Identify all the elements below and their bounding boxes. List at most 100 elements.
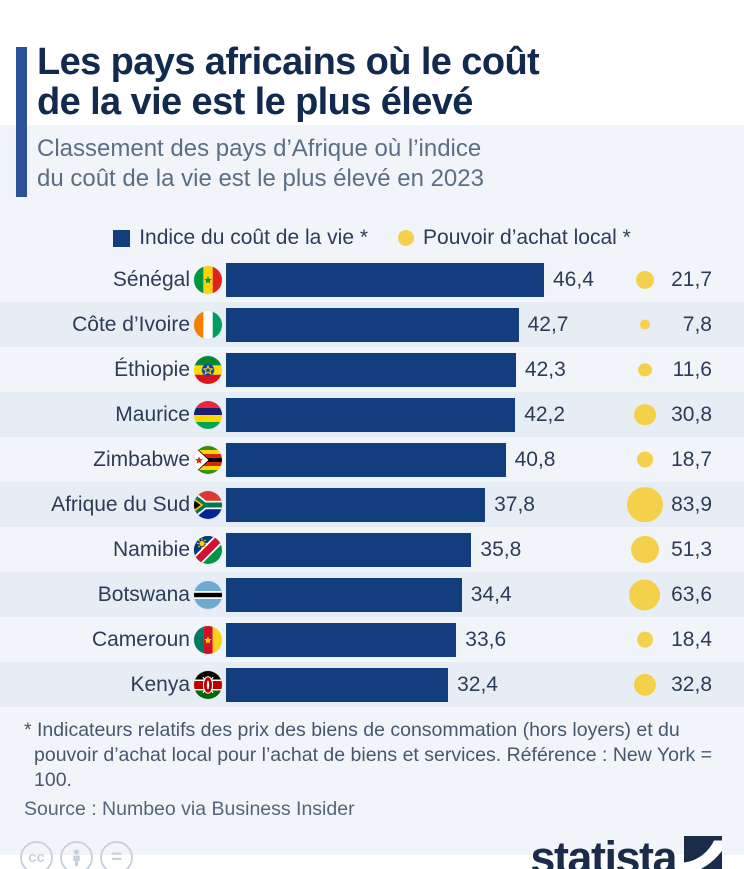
legend: Indice du coût de la vie * Pouvoir d’ach… <box>0 226 744 250</box>
country-label: Zimbabwe <box>93 447 190 471</box>
purchasing-power-value: 51,3 <box>671 537 712 561</box>
cote-divoire-flag-icon <box>194 310 222 339</box>
table-row: Namibie 35,8 51,3 <box>0 527 744 572</box>
legend-label-cost-index: Indice du coût de la vie * <box>139 226 369 249</box>
purchasing-power-circle <box>627 486 663 523</box>
country-label: Maurice <box>115 402 190 426</box>
table-row: Kenya 32,4 32,8 <box>0 662 744 707</box>
ethiopie-flag-icon <box>194 355 222 384</box>
purchasing-power-circle <box>636 631 654 648</box>
statista-logo-icon <box>684 836 722 869</box>
purchasing-power-value: 18,4 <box>671 627 712 651</box>
country-label: Éthiopie <box>114 357 190 381</box>
cost-index-value: 40,8 <box>514 447 556 471</box>
table-row: Zimbabwe 40,8 18,7 <box>0 437 744 482</box>
maurice-flag-icon <box>194 400 222 429</box>
table-row: Afrique du Sud 37,8 83,9 <box>0 482 744 527</box>
bar-chart-rows: Sénégal 46,4 21,7 Côte d’Ivoire 42,7 7,8 Éthio… <box>0 257 744 707</box>
cost-index-value: 32,4 <box>457 672 498 696</box>
footnote-line-1: * Indicateurs relatifs des prix des bien… <box>24 719 680 741</box>
cost-index-value: 35,8 <box>480 537 522 561</box>
cameroun-flag-icon <box>194 625 222 654</box>
cost-index-value: 42,7 <box>527 312 569 336</box>
subtitle: Classement des pays d’Afrique où l’indic… <box>37 134 744 194</box>
country-label: Kenya <box>130 672 190 696</box>
table-row: Maurice 42,2 30,8 <box>0 392 744 437</box>
purchasing-power-circle <box>633 673 657 696</box>
cost-index-bar <box>226 442 506 477</box>
footnote-line-2: pouvoir d’achat local pour l’achat de bi… <box>34 744 713 791</box>
cost-index-bar <box>226 352 516 387</box>
country-label: Afrique du Sud <box>51 492 190 516</box>
purchasing-power-circle <box>634 403 656 426</box>
cost-index-value: 42,3 <box>524 357 566 381</box>
purchasing-power-circle <box>629 578 661 611</box>
cost-index-bar <box>226 622 457 657</box>
table-row: Botswana 34,4 63,6 <box>0 572 744 617</box>
cc-icon[interactable]: cc <box>20 841 53 869</box>
kenya-flag-icon <box>194 670 222 699</box>
cost-index-value: 33,6 <box>465 627 507 651</box>
cc-license-group[interactable]: cc = <box>20 841 133 869</box>
cost-index-bar <box>226 397 516 432</box>
country-label: Namibie <box>112 537 190 561</box>
country-label: Sénégal <box>112 267 190 291</box>
legend-item-cost-index: Indice du coût de la vie * <box>113 226 368 250</box>
country-label: Cameroun <box>91 627 190 651</box>
cost-index-value: 37,8 <box>494 492 535 516</box>
header: Les pays africains où le coût de la vie … <box>0 0 744 197</box>
purchasing-power-value: 21,7 <box>671 267 712 291</box>
legend-label-purchasing-power: Pouvoir d’achat local * <box>423 226 631 249</box>
circle-swatch-icon <box>398 230 415 246</box>
legend-item-purchasing-power: Pouvoir d’achat local * <box>398 226 631 250</box>
bar-swatch-icon <box>113 229 131 247</box>
cost-index-bar <box>226 532 472 567</box>
subtitle-line-2: du coût de la vie est le plus élevé en 2… <box>37 165 484 192</box>
country-label: Botswana <box>97 582 190 606</box>
purchasing-power-circle <box>639 319 651 330</box>
purchasing-power-value: 11,6 <box>672 357 712 381</box>
cost-index-value: 34,4 <box>470 582 512 606</box>
purchasing-power-circle <box>631 535 659 564</box>
table-row: Côte d’Ivoire 42,7 7,8 <box>0 302 744 347</box>
purchasing-power-value: 32,8 <box>671 672 712 696</box>
chart-area: Classement des pays d’Afrique où l’indic… <box>0 125 744 869</box>
country-label: Côte d’Ivoire <box>72 312 190 336</box>
cost-index-value: 46,4 <box>553 267 594 291</box>
equals-icon[interactable]: = <box>100 841 133 869</box>
table-row: Sénégal 46,4 21,7 <box>0 257 744 302</box>
person-icon[interactable] <box>60 841 93 869</box>
page-title: Les pays africains où le coût de la vie … <box>37 41 540 122</box>
title-line-1: Les pays africains où le coût <box>37 41 540 83</box>
purchasing-power-circle <box>636 451 654 468</box>
zimbabwe-flag-icon <box>194 445 222 474</box>
cost-index-bar <box>226 307 519 342</box>
cost-index-bar <box>226 487 486 522</box>
namibie-flag-icon <box>194 535 222 564</box>
footnote: * Indicateurs relatifs des prix des bien… <box>24 718 720 793</box>
purchasing-power-value: 30,8 <box>671 402 712 426</box>
subtitle-line-1: Classement des pays d’Afrique où l’indic… <box>37 135 482 162</box>
purchasing-power-value: 7,8 <box>682 312 712 336</box>
afrique-du-sud-flag-icon <box>194 490 222 519</box>
cost-index-bar <box>226 262 544 297</box>
source-line: Source : Numbeo via Business Insider <box>24 798 355 820</box>
statista-wordmark: statista <box>530 831 677 869</box>
botswana-flag-icon <box>194 580 222 609</box>
table-row: Cameroun 33,6 18,4 <box>0 617 744 662</box>
cost-index-bar <box>226 667 449 702</box>
purchasing-power-value: 18,7 <box>671 447 712 471</box>
statista-logo[interactable]: statista <box>530 831 722 869</box>
cost-index-value: 42,2 <box>524 402 566 426</box>
table-row: Éthiopie 42,3 11,6 <box>0 347 744 392</box>
cost-index-bar <box>226 577 462 612</box>
purchasing-power-circle <box>638 362 652 377</box>
bottom-margin <box>0 855 744 869</box>
senegal-flag-icon <box>194 265 222 294</box>
purchasing-power-circle <box>635 270 655 289</box>
purchasing-power-value: 83,9 <box>671 492 712 516</box>
purchasing-power-value: 63,6 <box>671 582 712 606</box>
footer: cc = statista <box>0 831 744 869</box>
title-accent-bar <box>16 47 27 197</box>
